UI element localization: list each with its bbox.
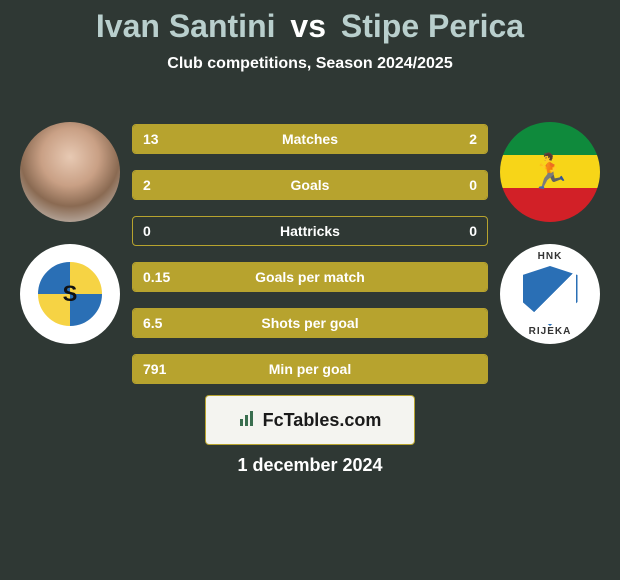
player2-name: Stipe Perica	[341, 8, 524, 44]
stat-label: Matches	[133, 125, 487, 153]
player1-name: Ivan Santini	[96, 8, 276, 44]
rijeka-top-label: HNK	[538, 251, 563, 262]
runner-icon: 🏃	[529, 152, 571, 192]
stat-label: Hattricks	[133, 217, 487, 245]
stat-label: Min per goal	[133, 355, 487, 383]
stat-row: 0Hattricks0	[132, 216, 488, 246]
stat-value-right: 2	[469, 125, 477, 153]
player1-photo	[20, 122, 120, 222]
rijeka-bottom-label: RIJEKA	[529, 326, 572, 337]
left-avatar-column: S	[10, 122, 130, 366]
rijeka-shield-icon	[523, 266, 578, 326]
stat-row: 0.15Goals per match	[132, 262, 488, 292]
club-hnk-inner: S	[35, 259, 105, 329]
chart-icon	[239, 409, 257, 432]
page-title: Ivan Santini vs Stipe Perica	[0, 0, 620, 45]
club-hnk-letter: S	[63, 281, 78, 307]
fctables-badge: FcTables.com	[205, 395, 415, 445]
fctables-text: FcTables.com	[263, 410, 382, 431]
stat-label: Goals per match	[133, 263, 487, 291]
player2-club-badge-top: 🏃	[500, 122, 600, 222]
right-avatar-column: 🏃 HNK RIJEKA	[490, 122, 610, 366]
stat-row: 791Min per goal	[132, 354, 488, 384]
vs-text: vs	[290, 8, 326, 44]
stat-value-right: 0	[469, 217, 477, 245]
tricolor-inner-icon: 🏃	[520, 142, 580, 202]
stat-row: 6.5Shots per goal	[132, 308, 488, 338]
stats-bar-list: 13Matches22Goals00Hattricks00.15Goals pe…	[132, 124, 488, 400]
stat-row: 2Goals0	[132, 170, 488, 200]
stat-row: 13Matches2	[132, 124, 488, 154]
player2-club-badge-bottom: HNK RIJEKA	[500, 244, 600, 344]
stat-label: Shots per goal	[133, 309, 487, 337]
player1-club-badge: S	[20, 244, 120, 344]
subtitle: Club competitions, Season 2024/2025	[0, 55, 620, 73]
date-line: 1 december 2024	[0, 455, 620, 476]
stat-label: Goals	[133, 171, 487, 199]
stat-value-right: 0	[469, 171, 477, 199]
